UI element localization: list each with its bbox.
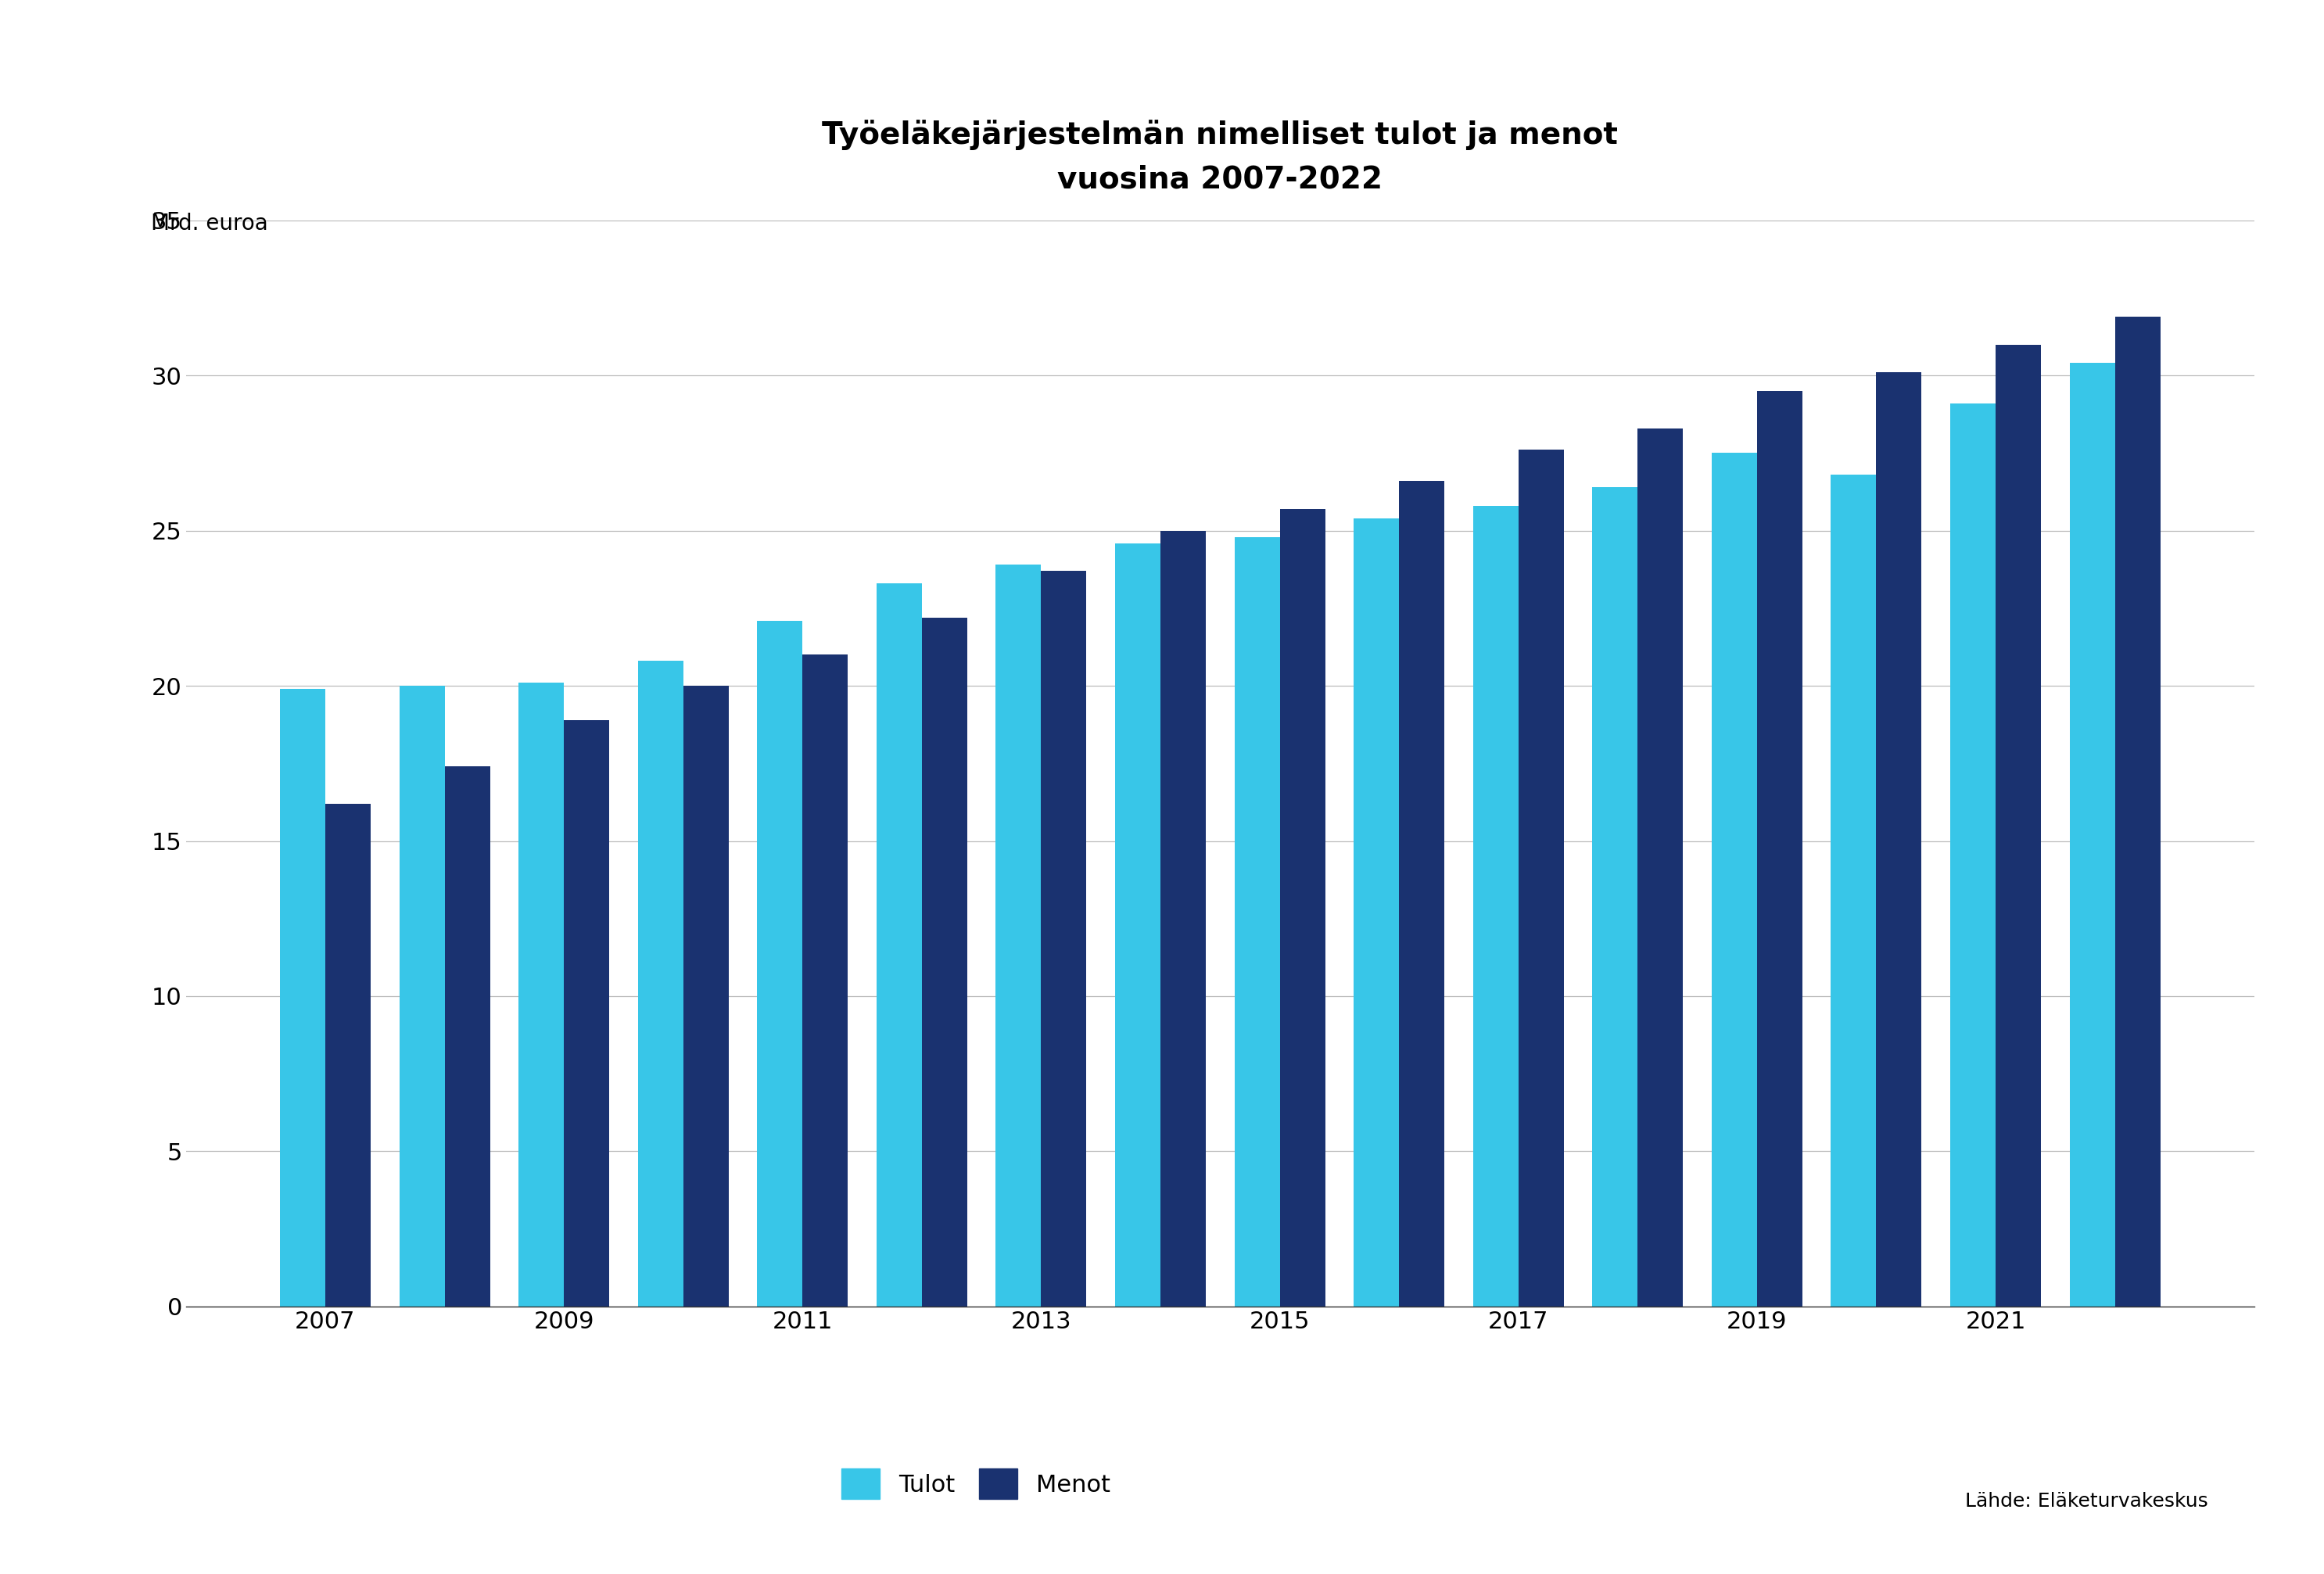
Bar [1638, 428, 1683, 1306]
Bar [1116, 543, 1160, 1306]
Title: Työeläkejärjestelmän nimelliset tulot ja menot
vuosina 2007-2022: Työeläkejärjestelmän nimelliset tulot ja… [823, 120, 1618, 194]
Bar [1160, 530, 1206, 1306]
Bar [1875, 373, 1922, 1306]
Legend: Tulot, Menot: Tulot, Menot [841, 1469, 1111, 1498]
Bar [637, 661, 683, 1306]
Bar [1041, 571, 1088, 1306]
Bar [2115, 316, 2161, 1306]
Bar [1592, 488, 1638, 1306]
Text: Mrd. euroa: Mrd. euroa [151, 212, 267, 235]
Bar [1950, 403, 1996, 1306]
Bar [1399, 482, 1446, 1306]
Bar [923, 617, 967, 1306]
Bar [444, 767, 490, 1306]
Bar [1353, 518, 1399, 1306]
Bar [279, 689, 325, 1306]
Bar [2071, 364, 2115, 1306]
Bar [802, 655, 848, 1306]
Bar [1831, 475, 1875, 1306]
Bar [518, 683, 565, 1306]
Bar [1518, 450, 1564, 1306]
Bar [1281, 508, 1325, 1306]
Bar [565, 719, 609, 1306]
Bar [1757, 390, 1803, 1306]
Bar [1996, 345, 2040, 1306]
Text: Lähde: Eläketurvakeskus: Lähde: Eläketurvakeskus [1964, 1492, 2208, 1511]
Bar [876, 584, 923, 1306]
Bar [995, 565, 1041, 1306]
Bar [683, 686, 727, 1306]
Bar [400, 686, 444, 1306]
Bar [1473, 505, 1518, 1306]
Bar [758, 620, 802, 1306]
Bar [1234, 537, 1281, 1306]
Bar [325, 804, 370, 1306]
Bar [1713, 453, 1757, 1306]
